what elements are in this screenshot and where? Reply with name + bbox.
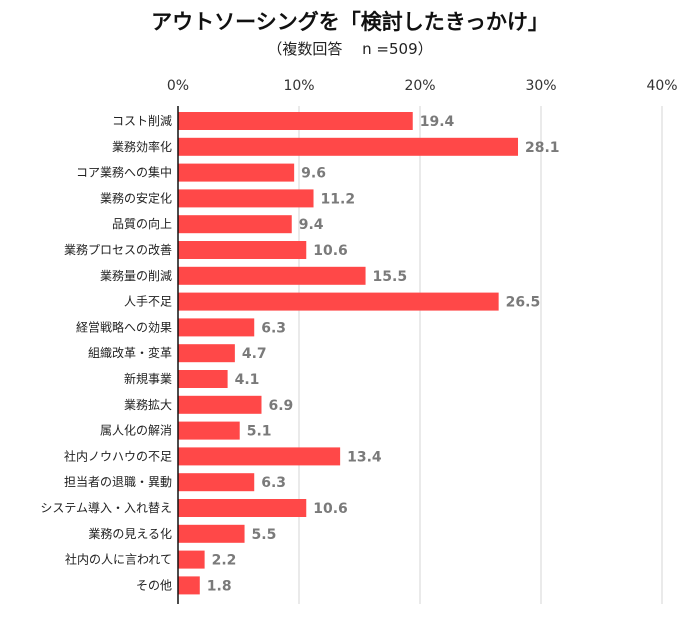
category-label: 業務プロセスの改善 — [64, 242, 172, 257]
bar-value-label: 6.3 — [261, 475, 286, 491]
x-tick-label: 0% — [167, 78, 189, 94]
x-tick-label: 20% — [404, 78, 435, 94]
bar-value-label: 1.8 — [207, 578, 232, 594]
category-label: 業務の見える化 — [88, 527, 172, 541]
bar-value-label: 5.5 — [252, 527, 277, 543]
bar — [178, 189, 314, 208]
bar — [178, 421, 240, 440]
chart-subtitle: （複数回答 n =509） — [267, 40, 433, 58]
category-label: 組織改革・変革 — [88, 345, 172, 360]
bar-value-label: 10.6 — [313, 501, 348, 517]
bar — [178, 370, 228, 388]
category-label: システム導入・入れ替え — [40, 501, 172, 515]
bar-value-label: 13.4 — [347, 449, 382, 465]
category-label: 経営戦略への効果 — [76, 319, 172, 334]
bar — [178, 395, 262, 414]
chart-title: アウトソーシングを「検討したきっかけ」 — [151, 10, 549, 34]
bar-value-label: 9.4 — [299, 217, 324, 233]
bar — [178, 344, 235, 363]
bar — [178, 266, 366, 285]
bar-value-label: 6.3 — [261, 320, 286, 336]
bar-value-label: 26.5 — [506, 295, 541, 311]
bar-value-label: 5.1 — [247, 424, 272, 440]
bar — [178, 241, 307, 259]
category-label: 品質の向上 — [112, 216, 172, 231]
category-labels: コスト削減業務効率化コア業務への集中業務の安定化品質の向上業務プロセスの改善業務… — [40, 113, 172, 592]
bar — [178, 163, 295, 182]
bar — [178, 473, 255, 492]
bar — [178, 499, 307, 517]
category-label: 社内の人に言われて — [65, 552, 172, 567]
category-label: 属人化の解消 — [100, 424, 172, 438]
bar-value-label: 4.1 — [235, 372, 260, 388]
bar — [178, 137, 519, 156]
x-tick-label: 10% — [283, 78, 314, 94]
x-axis-ticks: 0% 10% 20% 30% 40% — [167, 78, 678, 94]
bar-value-label: 10.6 — [313, 243, 348, 259]
x-tick-label: 30% — [525, 78, 556, 94]
category-label: 担当者の退職・異動 — [64, 475, 172, 489]
value-labels: 19.4 28.1 9.6 11.2 9.4 10.6 15.5 26.5 6.3 4.7 4.1 6… — [207, 114, 560, 594]
bar-value-label: 19.4 — [420, 114, 455, 130]
category-label: 業務量の削減 — [100, 268, 172, 283]
category-label: 業務効率化 — [112, 139, 172, 154]
bar — [178, 447, 341, 466]
bar — [178, 215, 292, 234]
bar — [178, 524, 245, 543]
bar-value-label: 6.9 — [268, 398, 293, 414]
bar — [178, 112, 413, 130]
category-label: 新規事業 — [124, 371, 172, 386]
category-label: 業務の安定化 — [100, 190, 172, 205]
category-label: コア業務への集中 — [76, 165, 172, 180]
bar-value-label: 28.1 — [525, 140, 560, 156]
bar — [178, 550, 205, 569]
category-label: 社内ノウハウの不足 — [64, 448, 172, 463]
bar — [178, 318, 255, 337]
category-label: 業務拡大 — [124, 398, 172, 412]
bar-value-label: 4.7 — [242, 346, 267, 362]
bar — [178, 292, 499, 311]
bars — [178, 112, 519, 595]
category-label: コスト削減 — [112, 113, 172, 128]
category-label: その他 — [136, 578, 172, 592]
bar-value-label: 15.5 — [373, 269, 408, 285]
bar-value-label: 11.2 — [321, 191, 356, 207]
bar — [178, 576, 200, 595]
bar-value-label: 2.2 — [212, 553, 237, 569]
gridlines — [298, 106, 663, 604]
category-label: 人手不足 — [124, 295, 172, 309]
bar-value-label: 9.6 — [301, 166, 326, 182]
x-tick-label: 40% — [646, 78, 677, 94]
